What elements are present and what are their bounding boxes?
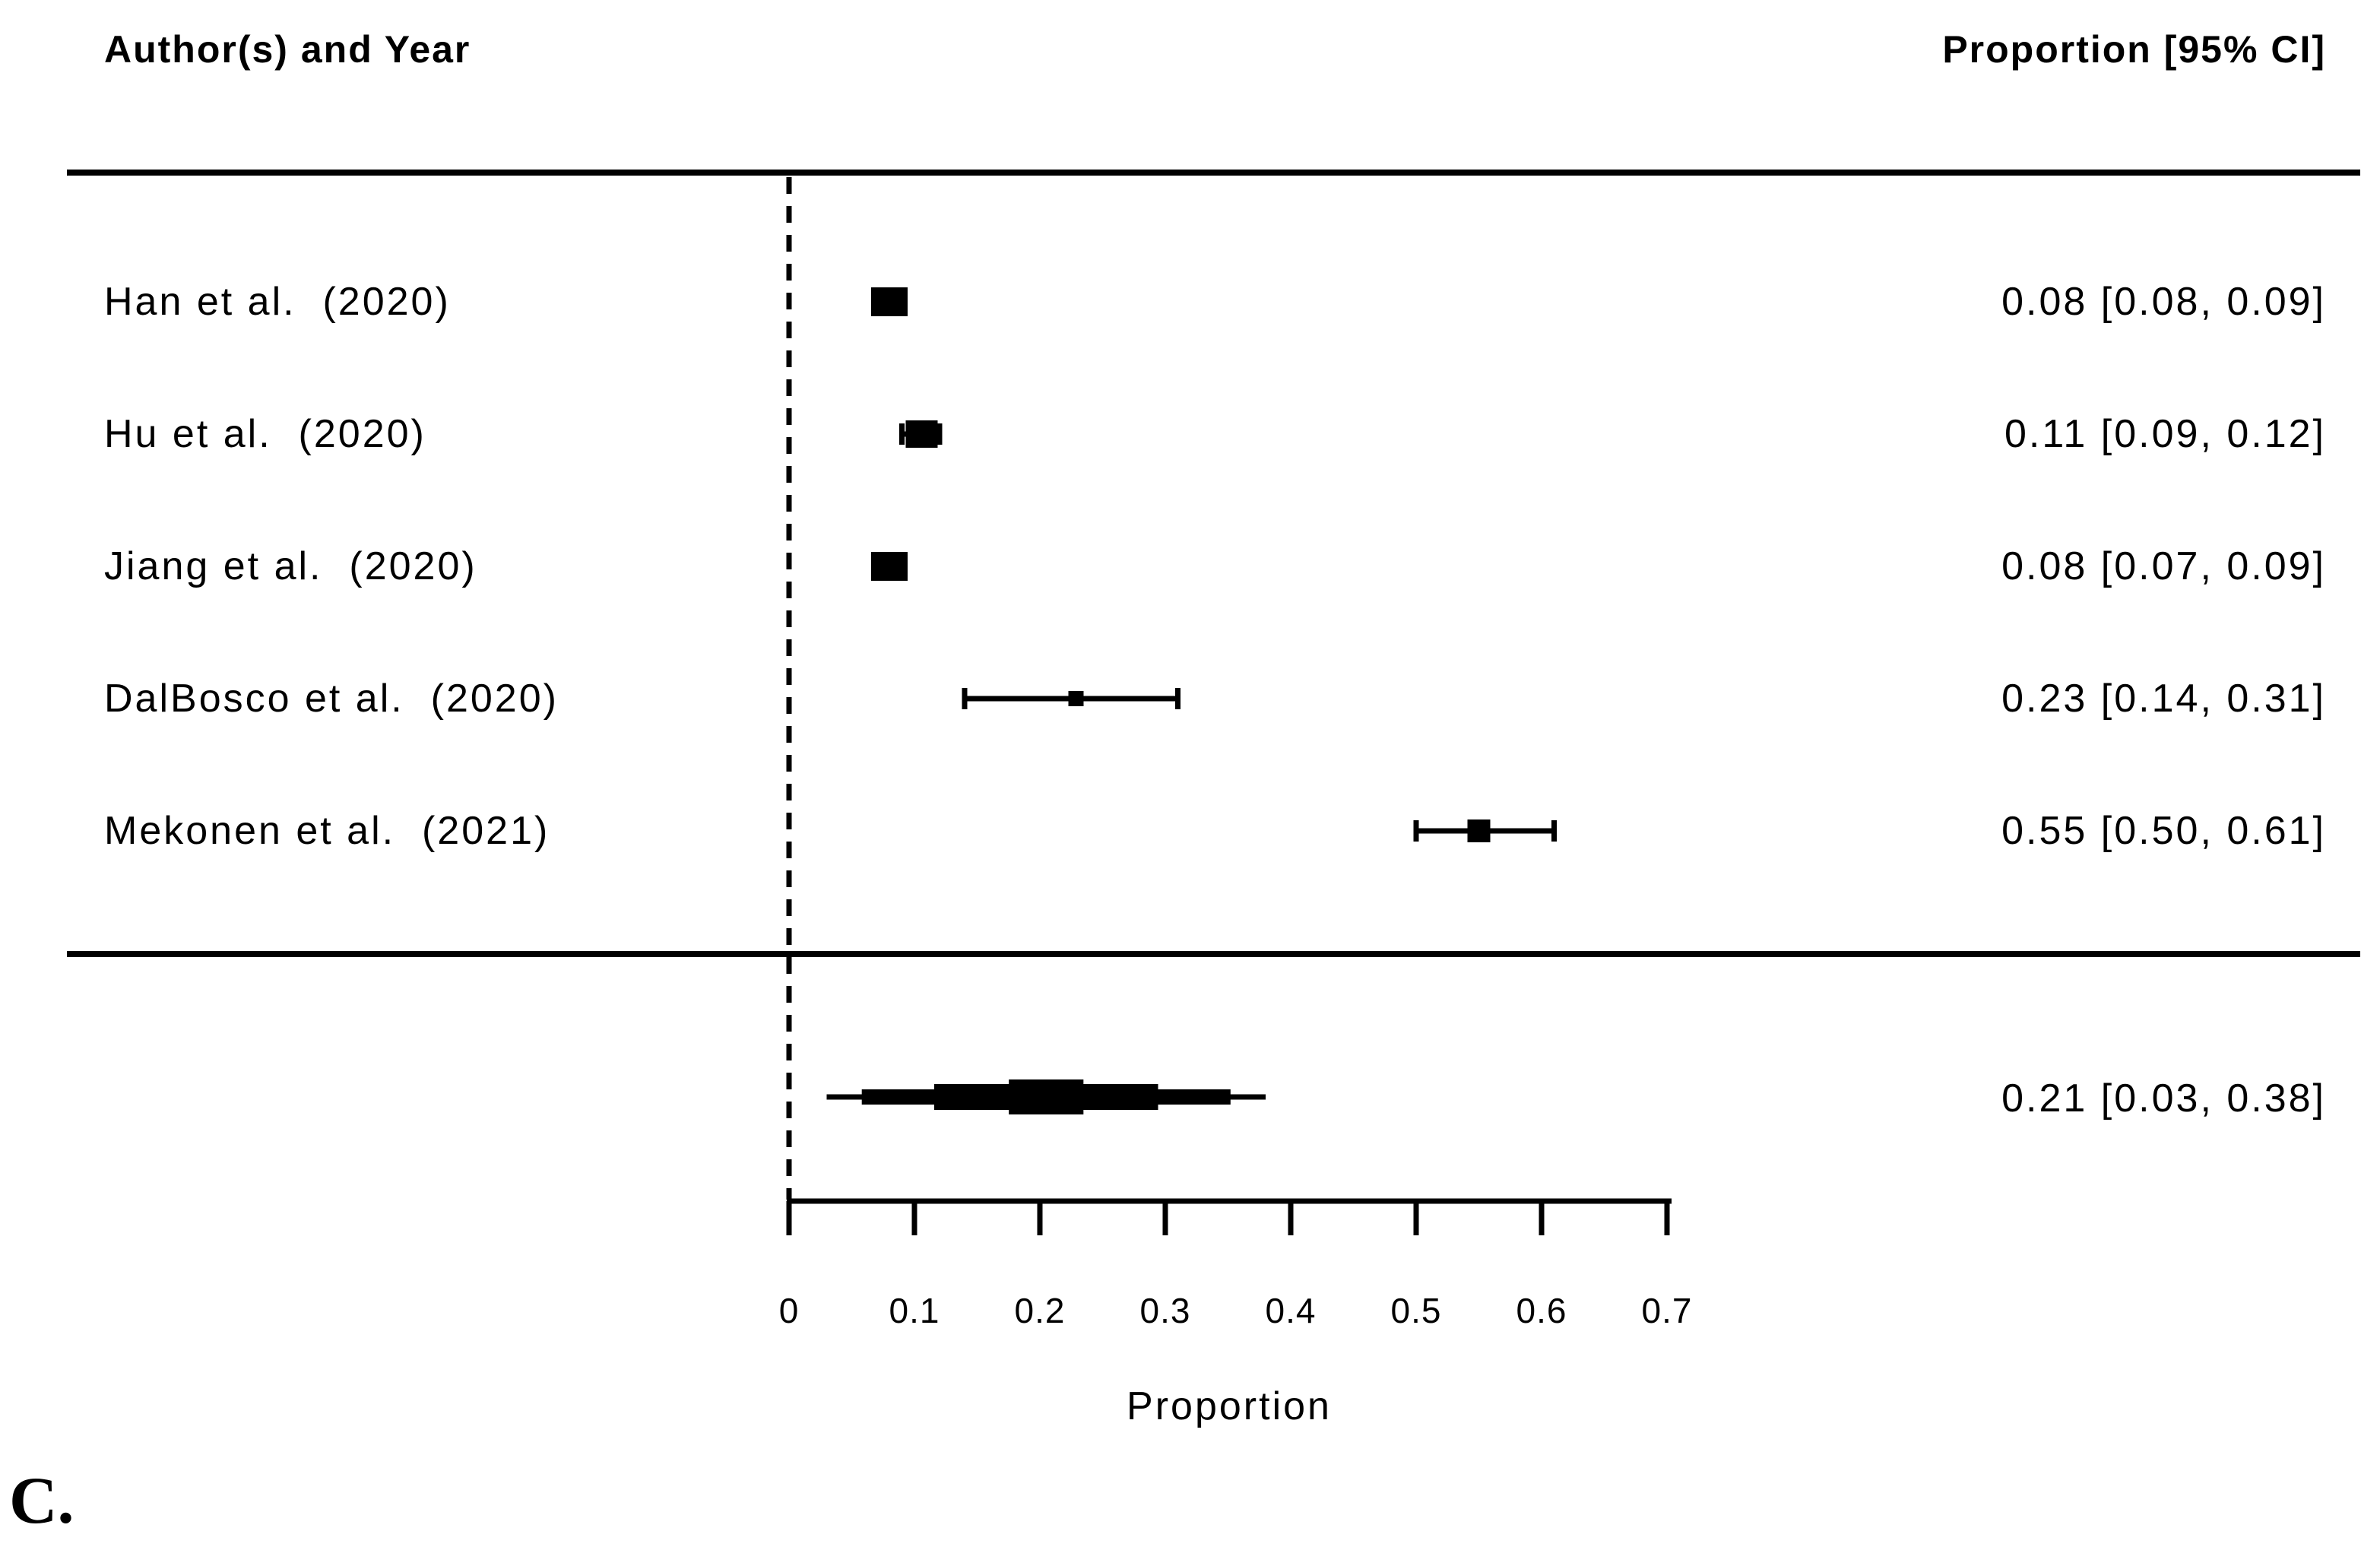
x-tick-label: 0.2	[1014, 1291, 1066, 1330]
summary-separator-rule	[67, 951, 2360, 957]
study-label: DalBosco et al. (2020)	[104, 677, 559, 721]
study-ci-text: 0.55 [0.50, 0.61]	[2001, 809, 2326, 853]
panel-label: C.	[9, 1464, 74, 1538]
column-header-authors: Author(s) and Year	[104, 28, 471, 71]
x-tick-label: 0.3	[1139, 1291, 1191, 1330]
study-label: Hu et al. (2020)	[104, 412, 426, 456]
study-square	[905, 420, 938, 448]
study-ci-text: 0.08 [0.07, 0.09]	[2001, 544, 2326, 588]
x-tick-label: 0.7	[1641, 1291, 1693, 1330]
study-square	[871, 287, 908, 316]
study-label: Mekonen et al. (2021)	[104, 809, 550, 853]
study-ci-text: 0.08 [0.08, 0.09]	[2001, 280, 2326, 324]
x-tick-label: 0	[778, 1291, 800, 1330]
x-tick-label: 0.5	[1390, 1291, 1442, 1330]
study-label: Han et al. (2020)	[104, 280, 451, 324]
x-tick-label: 0.1	[889, 1291, 940, 1330]
x-tick-label: 0.6	[1516, 1291, 1567, 1330]
column-header-proportion-ci: Proportion [95% CI]	[1942, 28, 2326, 71]
summary-ci-text: 0.21 [0.03, 0.38]	[2001, 1076, 2326, 1121]
study-ci-text: 0.23 [0.14, 0.31]	[2001, 677, 2326, 721]
x-axis-title: Proportion	[1127, 1384, 1332, 1428]
study-square	[1068, 691, 1084, 706]
study-ci-text: 0.11 [0.09, 0.12]	[2004, 412, 2326, 456]
x-tick-label: 0.4	[1265, 1291, 1317, 1330]
study-square	[1467, 819, 1491, 842]
top-rule	[67, 170, 2360, 176]
study-label: Jiang et al. (2020)	[104, 544, 477, 588]
summary-diamond-tier	[1009, 1079, 1084, 1114]
study-square	[871, 552, 908, 581]
